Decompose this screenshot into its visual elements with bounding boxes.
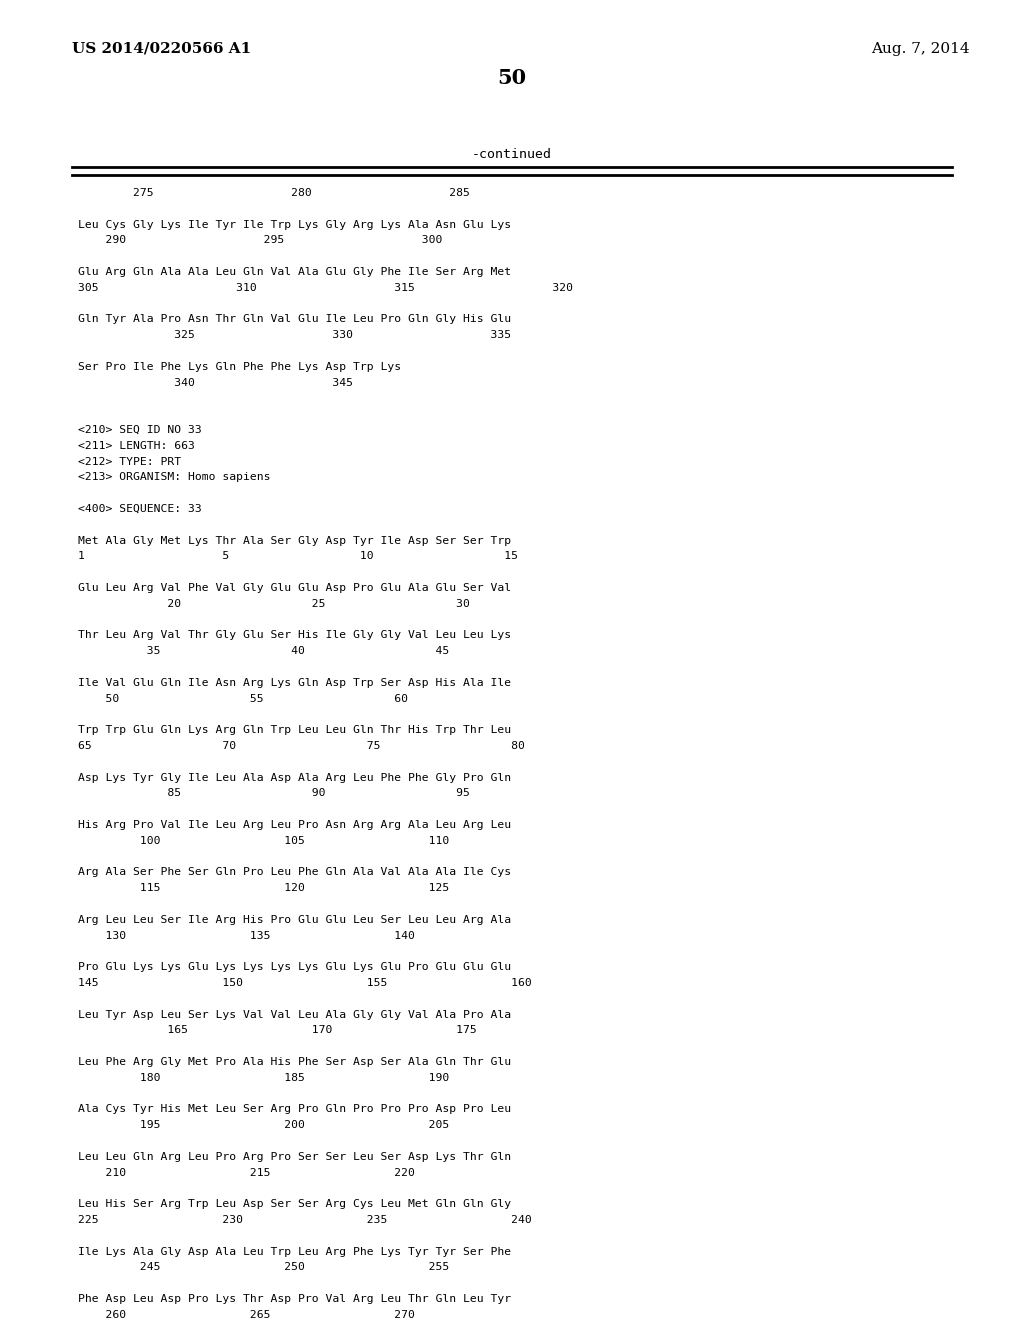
Text: Trp Trp Glu Gln Lys Arg Gln Trp Leu Leu Gln Thr His Trp Thr Leu: Trp Trp Glu Gln Lys Arg Gln Trp Leu Leu … [78, 725, 511, 735]
Text: Arg Ala Ser Phe Ser Gln Pro Leu Phe Gln Ala Val Ala Ala Ile Cys: Arg Ala Ser Phe Ser Gln Pro Leu Phe Gln … [78, 867, 511, 878]
Text: 290                    295                    300: 290 295 300 [78, 235, 442, 246]
Text: 50: 50 [498, 69, 526, 88]
Text: 65                   70                   75                   80: 65 70 75 80 [78, 741, 525, 751]
Text: Ala Cys Tyr His Met Leu Ser Arg Pro Gln Pro Pro Pro Asp Pro Leu: Ala Cys Tyr His Met Leu Ser Arg Pro Gln … [78, 1105, 511, 1114]
Text: 245                  250                  255: 245 250 255 [78, 1262, 450, 1272]
Text: 305                    310                    315                    320: 305 310 315 320 [78, 282, 573, 293]
Text: <400> SEQUENCE: 33: <400> SEQUENCE: 33 [78, 504, 202, 513]
Text: <211> LENGTH: 663: <211> LENGTH: 663 [78, 441, 195, 451]
Text: Leu Leu Gln Arg Leu Pro Arg Pro Ser Ser Leu Ser Asp Lys Thr Gln: Leu Leu Gln Arg Leu Pro Arg Pro Ser Ser … [78, 1152, 511, 1162]
Text: <210> SEQ ID NO 33: <210> SEQ ID NO 33 [78, 425, 202, 436]
Text: 35                   40                   45: 35 40 45 [78, 647, 450, 656]
Text: Arg Leu Leu Ser Ile Arg His Pro Glu Glu Leu Ser Leu Leu Arg Ala: Arg Leu Leu Ser Ile Arg His Pro Glu Glu … [78, 915, 511, 925]
Text: -continued: -continued [472, 148, 552, 161]
Text: US 2014/0220566 A1: US 2014/0220566 A1 [72, 42, 251, 55]
Text: 325                    330                    335: 325 330 335 [78, 330, 511, 341]
Text: Phe Asp Leu Asp Pro Lys Thr Asp Pro Val Arg Leu Thr Gln Leu Tyr: Phe Asp Leu Asp Pro Lys Thr Asp Pro Val … [78, 1294, 511, 1304]
Text: Thr Leu Arg Val Thr Gly Glu Ser His Ile Gly Gly Val Leu Leu Lys: Thr Leu Arg Val Thr Gly Glu Ser His Ile … [78, 631, 511, 640]
Text: Leu His Ser Arg Trp Leu Asp Ser Ser Arg Cys Leu Met Gln Gln Gly: Leu His Ser Arg Trp Leu Asp Ser Ser Arg … [78, 1199, 511, 1209]
Text: 100                  105                  110: 100 105 110 [78, 836, 450, 846]
Text: Ile Val Glu Gln Ile Asn Arg Lys Gln Asp Trp Ser Asp His Ala Ile: Ile Val Glu Gln Ile Asn Arg Lys Gln Asp … [78, 677, 511, 688]
Text: 20                   25                   30: 20 25 30 [78, 599, 470, 609]
Text: 130                  135                  140: 130 135 140 [78, 931, 415, 941]
Text: Leu Cys Gly Lys Ile Tyr Ile Trp Lys Gly Arg Lys Ala Asn Glu Lys: Leu Cys Gly Lys Ile Tyr Ile Trp Lys Gly … [78, 219, 511, 230]
Text: 165                  170                  175: 165 170 175 [78, 1026, 477, 1035]
Text: 275                    280                    285: 275 280 285 [78, 187, 470, 198]
Text: <213> ORGANISM: Homo sapiens: <213> ORGANISM: Homo sapiens [78, 473, 270, 482]
Text: Met Ala Gly Met Lys Thr Ala Ser Gly Asp Tyr Ile Asp Ser Ser Trp: Met Ala Gly Met Lys Thr Ala Ser Gly Asp … [78, 536, 511, 545]
Text: Asp Lys Tyr Gly Ile Leu Ala Asp Ala Arg Leu Phe Phe Gly Pro Gln: Asp Lys Tyr Gly Ile Leu Ala Asp Ala Arg … [78, 772, 511, 783]
Text: 260                  265                  270: 260 265 270 [78, 1309, 415, 1320]
Text: Leu Phe Arg Gly Met Pro Ala His Phe Ser Asp Ser Ala Gln Thr Glu: Leu Phe Arg Gly Met Pro Ala His Phe Ser … [78, 1057, 511, 1067]
Text: 115                  120                  125: 115 120 125 [78, 883, 450, 894]
Text: Glu Arg Gln Ala Ala Leu Gln Val Ala Glu Gly Phe Ile Ser Arg Met: Glu Arg Gln Ala Ala Leu Gln Val Ala Glu … [78, 267, 511, 277]
Text: Aug. 7, 2014: Aug. 7, 2014 [871, 42, 970, 55]
Text: Ser Pro Ile Phe Lys Gln Phe Phe Lys Asp Trp Lys: Ser Pro Ile Phe Lys Gln Phe Phe Lys Asp … [78, 362, 401, 372]
Text: 340                    345: 340 345 [78, 378, 353, 388]
Text: 210                  215                  220: 210 215 220 [78, 1168, 415, 1177]
Text: 1                    5                   10                   15: 1 5 10 15 [78, 552, 518, 561]
Text: 180                  185                  190: 180 185 190 [78, 1073, 450, 1082]
Text: His Arg Pro Val Ile Leu Arg Leu Pro Asn Arg Arg Ala Leu Arg Leu: His Arg Pro Val Ile Leu Arg Leu Pro Asn … [78, 820, 511, 830]
Text: Pro Glu Lys Lys Glu Lys Lys Lys Lys Glu Lys Glu Pro Glu Glu Glu: Pro Glu Lys Lys Glu Lys Lys Lys Lys Glu … [78, 962, 511, 973]
Text: 225                  230                  235                  240: 225 230 235 240 [78, 1214, 531, 1225]
Text: Glu Leu Arg Val Phe Val Gly Glu Glu Asp Pro Glu Ala Glu Ser Val: Glu Leu Arg Val Phe Val Gly Glu Glu Asp … [78, 583, 511, 593]
Text: 145                  150                  155                  160: 145 150 155 160 [78, 978, 531, 987]
Text: <212> TYPE: PRT: <212> TYPE: PRT [78, 457, 181, 466]
Text: 50                   55                   60: 50 55 60 [78, 693, 408, 704]
Text: Ile Lys Ala Gly Asp Ala Leu Trp Leu Arg Phe Lys Tyr Tyr Ser Phe: Ile Lys Ala Gly Asp Ala Leu Trp Leu Arg … [78, 1246, 511, 1257]
Text: 85                   90                   95: 85 90 95 [78, 788, 470, 799]
Text: Leu Tyr Asp Leu Ser Lys Val Val Leu Ala Gly Gly Val Ala Pro Ala: Leu Tyr Asp Leu Ser Lys Val Val Leu Ala … [78, 1010, 511, 1019]
Text: Gln Tyr Ala Pro Asn Thr Gln Val Glu Ile Leu Pro Gln Gly His Glu: Gln Tyr Ala Pro Asn Thr Gln Val Glu Ile … [78, 314, 511, 325]
Text: 195                  200                  205: 195 200 205 [78, 1121, 450, 1130]
